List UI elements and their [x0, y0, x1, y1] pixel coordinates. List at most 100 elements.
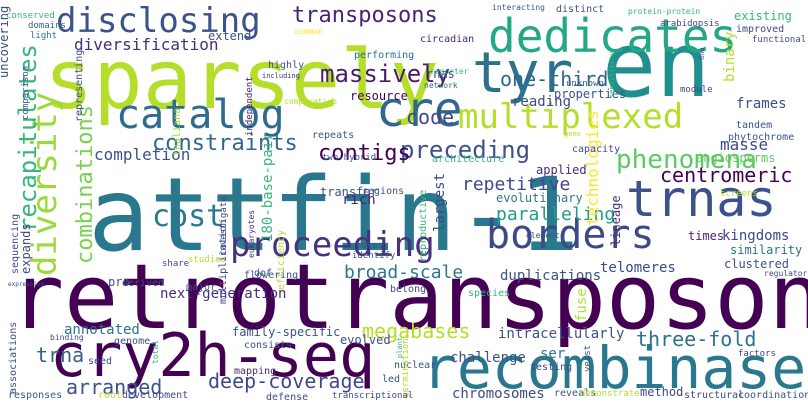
- word-rich: rich: [342, 192, 376, 208]
- word-regulators: regulators: [764, 269, 808, 278]
- word-rnas: rnas: [426, 67, 455, 81]
- word-multiplexed: multiplexed: [458, 97, 683, 137]
- word-completion: completion: [94, 145, 190, 164]
- word-species: species: [468, 288, 510, 299]
- word-existing: existing: [734, 9, 792, 23]
- word-expression: expression: [8, 281, 45, 288]
- word-factors: factors: [738, 349, 776, 359]
- word-masse: masse: [720, 135, 768, 154]
- word-180-base-pair: 180-base-pair: [260, 132, 276, 242]
- word-regions: regions: [362, 186, 404, 197]
- word-catalog: catalog: [116, 92, 285, 138]
- word-centromeric: centromeric: [660, 163, 792, 187]
- word-reveals: reveals: [554, 388, 596, 399]
- word-cre: cre: [376, 82, 463, 138]
- word-reading: reading: [512, 94, 571, 110]
- word-development: development: [122, 390, 188, 401]
- word-testing: testing: [530, 362, 572, 373]
- word-combinations: combinations: [73, 105, 98, 264]
- word-nuclear: nuclear: [394, 360, 436, 371]
- word-evolved: evolved: [340, 333, 391, 347]
- word-expands: expands: [19, 223, 33, 274]
- word-lineage: lineage: [609, 195, 623, 246]
- word-germination: germination: [401, 338, 411, 398]
- word-code: code: [406, 105, 454, 129]
- word-arabidopsis: arabidopsis: [660, 19, 720, 29]
- word-evolutionary: evolutionary: [496, 191, 583, 205]
- word-unknown: unknown: [566, 79, 604, 89]
- word-genome: genome: [114, 336, 150, 347]
- word-seed: seed: [88, 356, 112, 367]
- word-constraints: constraints: [152, 131, 298, 156]
- word-tyr: tyr: [472, 41, 573, 106]
- word-transposons: transposons: [292, 3, 438, 28]
- word-demonstrate: demonstrate: [580, 389, 640, 399]
- word-dof: dof: [254, 268, 272, 279]
- word-fuse: fuse: [574, 288, 590, 322]
- word-transfer: transfer: [320, 185, 378, 199]
- word-arranged: arranged: [66, 375, 162, 399]
- word-binary: binary: [722, 31, 738, 82]
- word-transcriptional: transcriptional: [332, 391, 413, 401]
- word-pro: pro: [108, 275, 130, 289]
- word-common: common: [294, 27, 323, 36]
- word-paralleling: paralleling: [496, 204, 615, 225]
- word-diversity: diversity: [25, 92, 65, 276]
- word-dna: dna: [698, 47, 706, 60]
- word-light: light: [30, 31, 57, 41]
- word-one-third: one-third: [500, 67, 608, 91]
- word-disclosing: disclosing: [56, 1, 261, 41]
- word-belong: belong: [390, 284, 426, 295]
- word-borders: borders: [486, 212, 655, 258]
- word-retrotransposons: retrotransposons: [10, 245, 808, 350]
- word-mapping: mapping: [234, 366, 276, 377]
- word-resource: resource: [350, 89, 408, 103]
- word-sensitivity: sensitivity: [608, 52, 616, 98]
- word-cry2h-seq: cry2h-seq: [50, 321, 375, 391]
- word-led: led: [382, 374, 400, 385]
- word-two-hybrid: two-hybrid: [322, 153, 376, 163]
- word-properties: properties: [554, 87, 626, 101]
- word-share: share: [162, 259, 189, 269]
- word-phenomena: phenomena: [616, 145, 757, 175]
- word-applied: applied: [536, 163, 587, 177]
- word-domains: domains: [28, 21, 66, 31]
- word-performing: performing: [354, 50, 414, 61]
- word-architecture: architecture: [432, 154, 504, 165]
- word-including: including: [262, 72, 300, 80]
- word-flowering: flowering: [244, 270, 298, 281]
- word-identify: identify: [352, 251, 396, 261]
- word-recapitulates: recapitulates: [14, 44, 42, 232]
- word-proceeding: proceeding: [230, 225, 435, 265]
- word-root: root: [98, 390, 122, 401]
- word-angiosperms: angiosperms: [696, 151, 775, 165]
- word-contigs: contigs: [318, 141, 411, 166]
- word-coordination: coordination: [738, 390, 808, 401]
- word-protein-protein: protein-protein: [628, 7, 700, 16]
- word-diversification: diversification: [74, 35, 219, 54]
- word-comparison: comparison: [21, 66, 31, 120]
- word-independent: independent: [245, 76, 255, 136]
- word-extend: extend: [208, 29, 251, 43]
- word-megabases: megabases: [362, 319, 470, 343]
- word-uncovering: uncovering: [0, 6, 11, 78]
- word-efficiency: efficiency: [276, 230, 287, 290]
- word-method: method: [640, 385, 683, 399]
- word-kingdoms: kingdoms: [722, 228, 789, 244]
- word-plant: plant: [396, 337, 404, 358]
- word-phytochrome: phytochrome: [728, 132, 794, 143]
- word-technologies: technologies: [583, 110, 602, 226]
- word-binding: binding: [50, 333, 84, 342]
- word-trna: trna: [36, 343, 84, 367]
- word-consists: consists: [244, 340, 292, 351]
- word-chromosomes: chromosomes: [452, 386, 545, 402]
- word-interacting: interacting: [492, 3, 545, 12]
- word-broad-scale: broad-scale: [344, 262, 463, 283]
- word-circadian: circadian: [420, 34, 474, 45]
- word-distinct: distinct: [556, 4, 604, 15]
- word-sparsely: sparsely: [44, 33, 439, 128]
- word-eukaryotes: eukaryotes: [247, 210, 256, 258]
- word-intracellularly: intracellularly: [498, 326, 624, 342]
- word-largest: largest: [432, 173, 448, 232]
- word-ser: ser: [540, 346, 565, 362]
